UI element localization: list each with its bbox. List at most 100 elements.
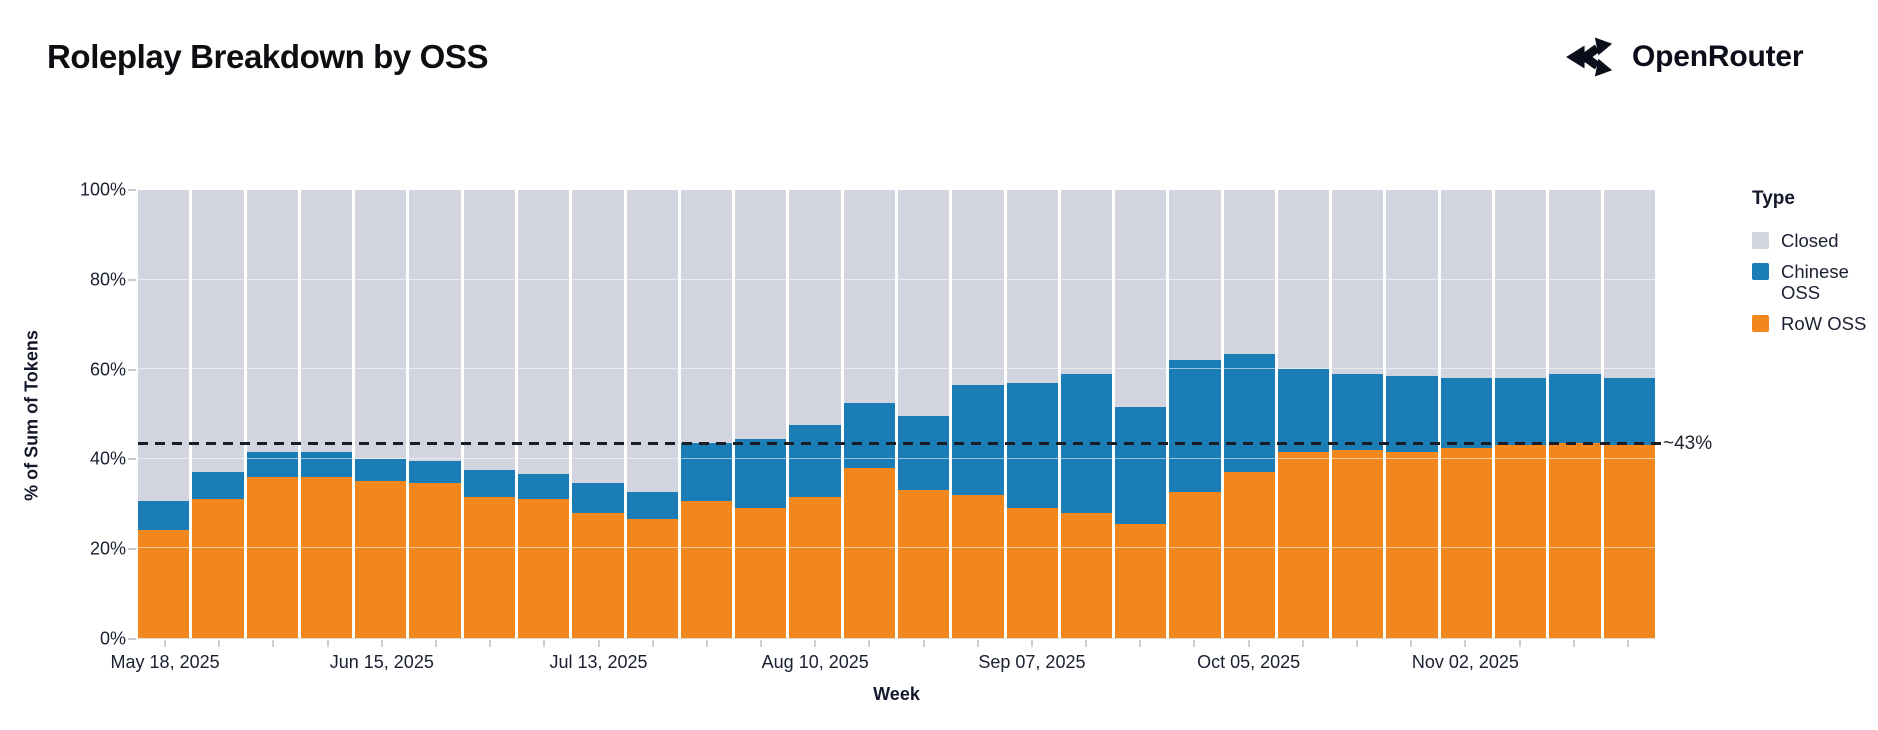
bar-segment-closed[interactable] bbox=[1115, 190, 1167, 408]
bar-segment-row-oss[interactable] bbox=[952, 494, 1004, 638]
bar-segment-row-oss[interactable] bbox=[680, 501, 733, 638]
bar-segment-row-oss[interactable] bbox=[409, 483, 461, 638]
bar-week-25[interactable] bbox=[1440, 190, 1493, 638]
bar-week-28[interactable] bbox=[1603, 190, 1655, 638]
legend-item-closed[interactable]: Closed bbox=[1752, 230, 1874, 251]
bar-segment-chinese-oss[interactable] bbox=[735, 438, 787, 509]
bar-segment-row-oss[interactable] bbox=[1495, 445, 1547, 638]
bar-segment-row-oss[interactable] bbox=[192, 499, 244, 638]
bar-segment-row-oss[interactable] bbox=[789, 496, 841, 638]
bar-segment-chinese-oss[interactable] bbox=[463, 470, 515, 497]
bar-segment-chinese-oss[interactable] bbox=[138, 501, 190, 531]
bar-week-3[interactable] bbox=[246, 190, 298, 638]
bar-week-1[interactable] bbox=[138, 190, 190, 638]
bar-segment-chinese-oss[interactable] bbox=[1603, 378, 1655, 446]
bar-week-23[interactable] bbox=[1332, 190, 1384, 638]
bar-segment-closed[interactable] bbox=[517, 190, 570, 475]
bar-segment-chinese-oss[interactable] bbox=[1115, 407, 1167, 524]
bar-segment-chinese-oss[interactable] bbox=[680, 443, 733, 502]
bar-segment-row-oss[interactable] bbox=[1440, 447, 1493, 638]
bar-week-11[interactable] bbox=[680, 190, 733, 638]
bar-week-15[interactable] bbox=[897, 190, 950, 638]
bar-segment-closed[interactable] bbox=[355, 190, 407, 459]
bar-segment-row-oss[interactable] bbox=[1006, 508, 1058, 638]
bar-week-13[interactable] bbox=[789, 190, 841, 638]
bar-segment-row-oss[interactable] bbox=[517, 499, 570, 638]
bar-segment-chinese-oss[interactable] bbox=[952, 384, 1004, 495]
bar-segment-chinese-oss[interactable] bbox=[300, 452, 353, 477]
bar-segment-closed[interactable] bbox=[1549, 190, 1601, 374]
bar-segment-row-oss[interactable] bbox=[1277, 452, 1330, 638]
bar-segment-closed[interactable] bbox=[1332, 190, 1384, 374]
bar-segment-closed[interactable] bbox=[1169, 190, 1221, 361]
bar-week-21[interactable] bbox=[1223, 190, 1275, 638]
bar-week-22[interactable] bbox=[1277, 190, 1330, 638]
bar-segment-chinese-oss[interactable] bbox=[1223, 353, 1275, 473]
bar-segment-closed[interactable] bbox=[1386, 190, 1438, 376]
bar-segment-closed[interactable] bbox=[1495, 190, 1547, 379]
bar-segment-closed[interactable] bbox=[409, 190, 461, 462]
bar-segment-chinese-oss[interactable] bbox=[192, 472, 244, 500]
bar-segment-chinese-oss[interactable] bbox=[1169, 360, 1221, 493]
bar-week-6[interactable] bbox=[409, 190, 461, 638]
bar-week-10[interactable] bbox=[626, 190, 678, 638]
bar-segment-row-oss[interactable] bbox=[1223, 472, 1275, 638]
bar-segment-chinese-oss[interactable] bbox=[789, 425, 841, 497]
bar-week-12[interactable] bbox=[735, 190, 787, 638]
bar-segment-closed[interactable] bbox=[572, 190, 624, 484]
bar-segment-closed[interactable] bbox=[789, 190, 841, 426]
bar-segment-closed[interactable] bbox=[843, 190, 895, 403]
bar-segment-row-oss[interactable] bbox=[300, 476, 353, 638]
bar-segment-closed[interactable] bbox=[300, 190, 353, 453]
bar-segment-closed[interactable] bbox=[1223, 190, 1275, 354]
legend-item-chinese-oss[interactable]: Chinese OSS bbox=[1752, 261, 1874, 303]
bar-segment-closed[interactable] bbox=[735, 190, 787, 439]
bar-segment-closed[interactable] bbox=[1603, 190, 1655, 379]
bar-segment-closed[interactable] bbox=[463, 190, 515, 470]
bar-week-18[interactable] bbox=[1060, 190, 1113, 638]
bar-segment-row-oss[interactable] bbox=[1386, 452, 1438, 638]
bar-segment-row-oss[interactable] bbox=[1060, 512, 1113, 638]
bar-segment-row-oss[interactable] bbox=[463, 496, 515, 638]
bar-segment-row-oss[interactable] bbox=[1603, 445, 1655, 638]
bar-segment-closed[interactable] bbox=[1060, 190, 1113, 374]
bar-segment-row-oss[interactable] bbox=[1115, 523, 1167, 638]
bar-segment-row-oss[interactable] bbox=[1549, 443, 1601, 638]
bar-week-26[interactable] bbox=[1495, 190, 1547, 638]
bar-segment-row-oss[interactable] bbox=[843, 467, 895, 638]
bar-segment-chinese-oss[interactable] bbox=[246, 452, 298, 477]
bar-segment-chinese-oss[interactable] bbox=[1386, 375, 1438, 453]
bar-segment-chinese-oss[interactable] bbox=[1440, 378, 1493, 448]
bar-segment-chinese-oss[interactable] bbox=[355, 458, 407, 482]
bar-week-14[interactable] bbox=[843, 190, 895, 638]
bar-week-5[interactable] bbox=[355, 190, 407, 638]
bar-week-24[interactable] bbox=[1386, 190, 1438, 638]
bar-segment-row-oss[interactable] bbox=[1332, 449, 1384, 638]
bar-segment-closed[interactable] bbox=[246, 190, 298, 453]
bar-week-16[interactable] bbox=[952, 190, 1004, 638]
bar-segment-closed[interactable] bbox=[897, 190, 950, 417]
bar-week-19[interactable] bbox=[1115, 190, 1167, 638]
bar-week-8[interactable] bbox=[517, 190, 570, 638]
bar-week-9[interactable] bbox=[572, 190, 624, 638]
bar-segment-chinese-oss[interactable] bbox=[409, 461, 461, 484]
bar-segment-row-oss[interactable] bbox=[246, 476, 298, 638]
bar-segment-chinese-oss[interactable] bbox=[1006, 382, 1058, 509]
bar-segment-row-oss[interactable] bbox=[572, 512, 624, 638]
bar-segment-row-oss[interactable] bbox=[355, 481, 407, 638]
bar-segment-closed[interactable] bbox=[1006, 190, 1058, 383]
bar-segment-closed[interactable] bbox=[192, 190, 244, 473]
bar-segment-chinese-oss[interactable] bbox=[517, 474, 570, 500]
legend-item-row-oss[interactable]: RoW OSS bbox=[1752, 313, 1874, 334]
bar-segment-closed[interactable] bbox=[952, 190, 1004, 385]
bar-segment-chinese-oss[interactable] bbox=[843, 402, 895, 468]
bar-segment-closed[interactable] bbox=[680, 190, 733, 444]
bar-week-27[interactable] bbox=[1549, 190, 1601, 638]
bar-segment-chinese-oss[interactable] bbox=[572, 483, 624, 513]
bar-segment-closed[interactable] bbox=[626, 190, 678, 493]
bar-segment-closed[interactable] bbox=[1440, 190, 1493, 379]
bar-segment-chinese-oss[interactable] bbox=[1277, 369, 1330, 453]
bar-segment-row-oss[interactable] bbox=[897, 490, 950, 638]
bar-week-17[interactable] bbox=[1006, 190, 1058, 638]
bar-segment-row-oss[interactable] bbox=[735, 508, 787, 638]
